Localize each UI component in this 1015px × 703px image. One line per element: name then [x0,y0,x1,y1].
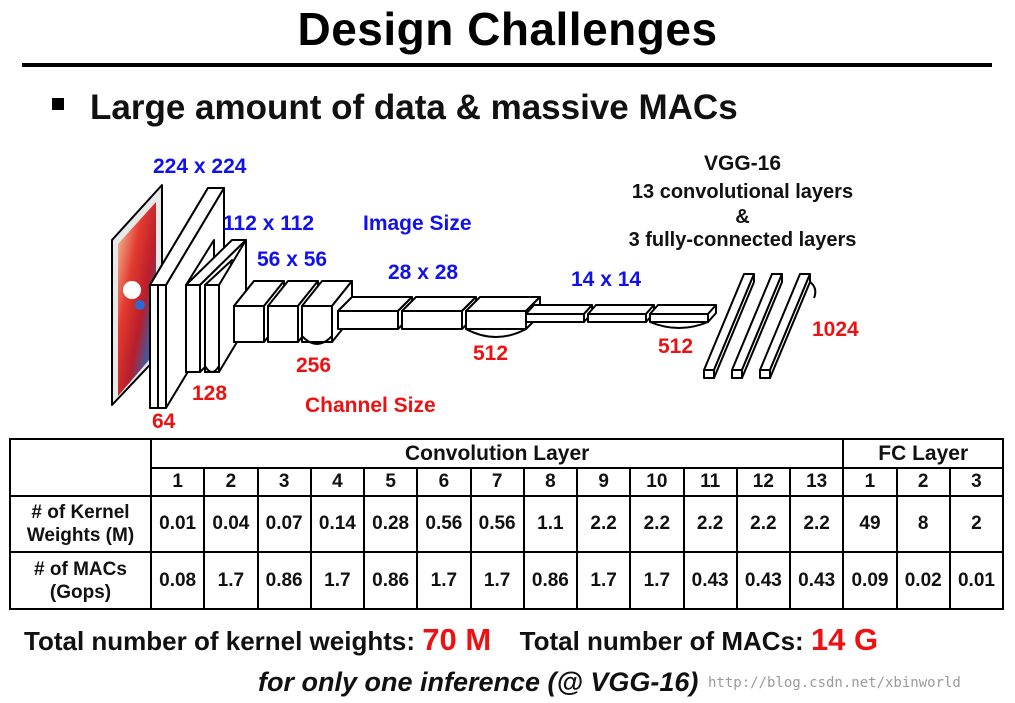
image-size-caption: Image Size [363,212,472,235]
table-cell: 2.2 [682,494,738,554]
row-header-line: Weights (M) [26,524,135,546]
table-cell: 0.09 [842,551,898,610]
conv-block-112 [185,239,247,373]
channel-size-256: 256 [296,354,332,377]
conv-block-28 [337,296,541,338]
table-cell: 0.14 [309,494,366,554]
conv-layer-index: 1 [149,467,206,497]
table-layer-index-row: 1 2 3 4 5 6 7 8 9 10 11 12 13 1 2 3 [10,467,1005,497]
table-cell: 0.56 [416,494,472,554]
table-cell: 0.86 [256,551,312,610]
table-cell: 2.2 [575,494,632,554]
row-header-weights: # of Kernel Weights (M) [9,494,152,554]
table-cell: 1.7 [309,551,366,610]
table-cell: 2.2 [735,494,792,554]
table-cell: 2.2 [629,494,685,554]
conv-layer-header: Convolution Layer [149,437,845,470]
table-cell: 1.7 [575,551,632,610]
table-cell: 0.43 [735,551,792,610]
network-fc-count: 3 fully-connected layers [628,229,857,251]
channel-size-512-conv4: 512 [473,342,509,365]
fc-layer-index: 2 [895,467,951,497]
image-size-14: 14 x 14 [571,268,642,291]
table-cell: 1.7 [629,551,685,610]
conv-layer-index: 8 [522,467,579,497]
table-cell: 0.43 [682,551,738,610]
table-cell: 1.7 [469,551,525,610]
table-cell: 0.86 [522,551,579,610]
table-row-macs: # of MACs (Gops) 0.08 1.7 0.86 1.7 0.86 … [9,551,1005,610]
table-corner-cell [9,438,152,497]
table-cell: 0.04 [203,494,259,554]
bullet-square-icon [52,98,64,110]
input-image [111,184,163,406]
watermark-url: http://blog.csdn.net/xbinworld [708,675,961,691]
slide-title: Design Challenges [297,3,718,55]
table-cell: 0.56 [469,494,525,554]
table-cell: 0.28 [362,494,419,554]
image-size-28: 28 x 28 [388,261,459,284]
table-cell: 0.01 [948,551,1005,610]
table-cell: 49 [842,494,898,554]
image-size-56: 56 x 56 [257,248,328,271]
table-cell: 8 [895,494,951,554]
conv-layer-index: 10 [629,467,685,497]
conv-block-56 [233,280,353,345]
fc-layers [703,273,817,379]
conv-layer-index: 3 [256,467,312,497]
conv-block-14 [525,304,717,329]
vgg16-network-diagram [111,184,817,409]
table-cell: 2 [948,494,1005,554]
table-cell: 2.2 [788,494,845,554]
row-header-line: # of MACs [34,558,127,580]
total-weights-label: Total number of kernel weights: [24,626,416,656]
row-header-line: (Gops) [49,581,112,603]
fc-layer-header: FC Layer [842,437,1005,470]
table-cell: 0.02 [895,551,951,610]
conv-layer-index: 9 [575,467,632,497]
table-cell: 0.86 [362,551,419,610]
table-cell: 1.7 [416,551,472,610]
image-size-112: 112 x 112 [223,212,315,235]
channel-size-caption: Channel Size [305,394,436,417]
total-macs-value: 14 G [810,622,879,657]
network-ampersand: & [735,206,750,228]
table-group-header-row: Convolution Layer FC Layer [9,437,1005,497]
table-cell: 1.7 [203,551,259,610]
row-header-macs: # of MACs (Gops) [9,551,152,610]
image-size-224: 224 x 224 [153,155,247,178]
network-conv-count: 13 convolutional layers [631,181,854,203]
fc-layer-index: 3 [948,467,1005,497]
conv-layer-index: 6 [416,467,472,497]
row-header-line: # of Kernel [31,501,130,523]
table-row-weights: # of Kernel Weights (M) 0.01 0.04 0.07 0… [9,494,1005,554]
conv-layer-index: 4 [309,467,366,497]
table-cell: 1.1 [522,494,579,554]
channel-size-64: 64 [152,410,176,433]
channel-size-512-conv5: 512 [658,335,694,358]
total-weights-value: 70 M [422,622,492,657]
channel-size-1024: 1024 [812,318,859,341]
fc-layer-index: 1 [842,467,898,497]
layer-stats-table: Convolution Layer FC Layer 1 2 3 4 5 6 7… [9,437,1005,610]
conv-layer-index: 12 [735,467,792,497]
title-underline [22,63,992,67]
conv-layer-index: 2 [203,467,259,497]
conv-layer-index: 13 [788,467,845,497]
totals-line: Total number of kernel weights: 70 M Tot… [24,622,878,658]
inference-footnote: for only one inference (@ VGG-16) [258,667,699,697]
table-cell: 0.08 [149,551,206,610]
total-macs-label: Total number of MACs: [519,626,804,656]
table-cell: 0.07 [256,494,312,554]
channel-size-128: 128 [192,382,228,405]
network-name: VGG-16 [703,152,782,175]
table-cell: 0.43 [788,551,845,610]
table-cell: 0.01 [149,494,206,554]
conv-layer-index: 7 [469,467,525,497]
bullet-text: Large amount of data & massive MACs [90,88,738,127]
conv-layer-index: 5 [362,467,419,497]
conv-layer-index: 11 [682,467,738,497]
